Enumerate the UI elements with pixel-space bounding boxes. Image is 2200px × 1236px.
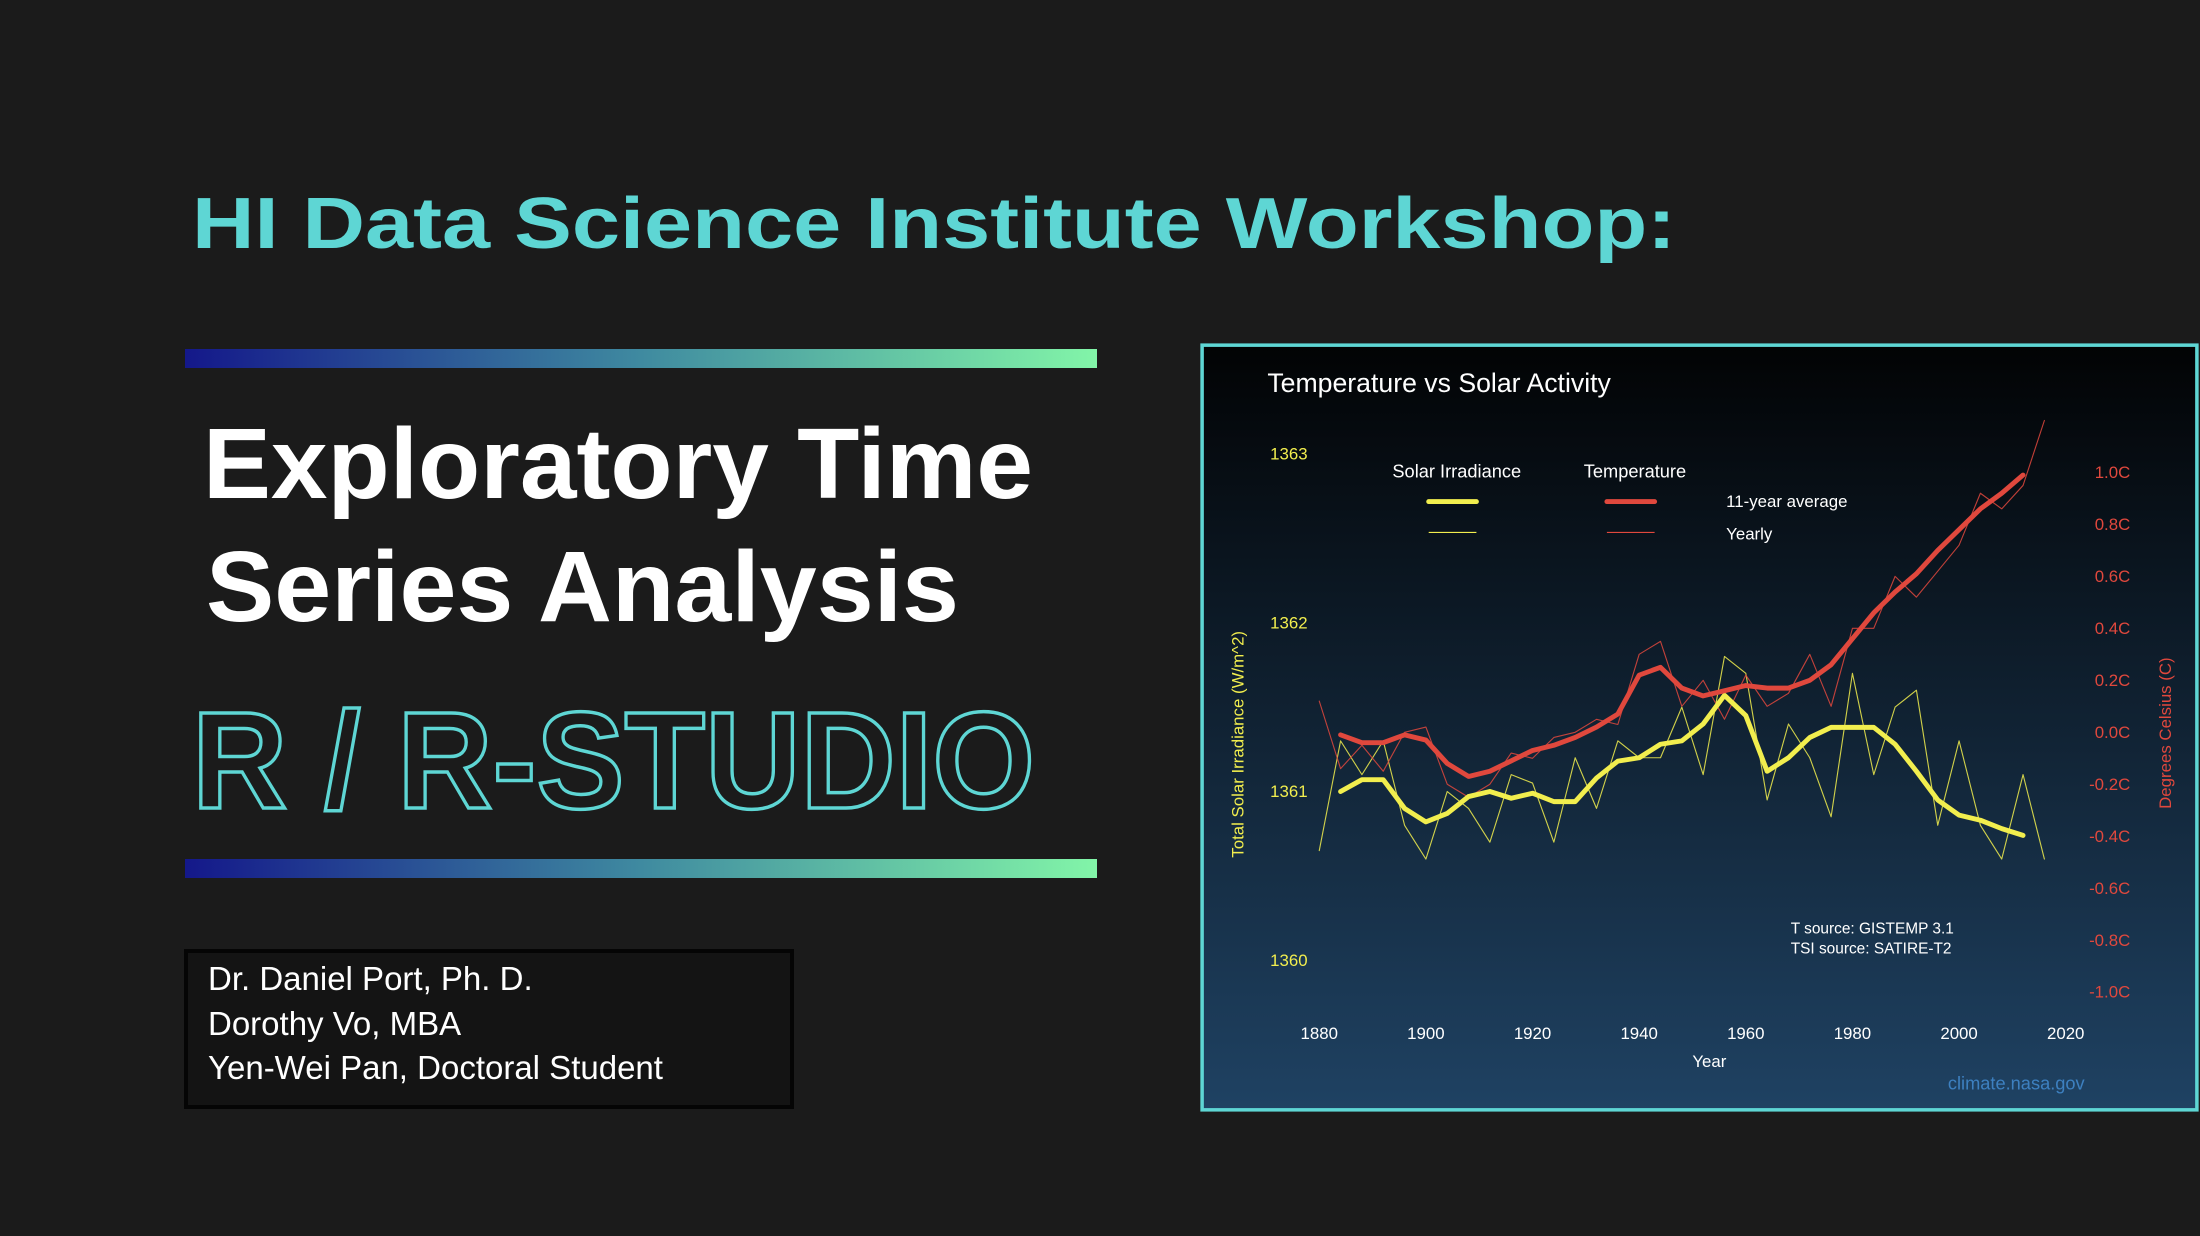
x-tick-label: 1920 [1514, 1024, 1551, 1043]
divider [185, 349, 1097, 368]
y2-tick-label: -0.4C [2089, 827, 2130, 846]
divider [185, 859, 1097, 878]
y2-axis-label: Degrees Celsius (C) [2156, 657, 2175, 809]
y2-tick-label: 0.2C [2095, 671, 2131, 690]
chart-title: Temperature vs Solar Activity [1267, 368, 1611, 398]
x-tick-label: 1900 [1407, 1024, 1444, 1043]
x-tick-label: 1880 [1301, 1024, 1338, 1043]
x-tick-label: 2020 [2047, 1024, 2084, 1043]
y-tick-label: 1362 [1270, 613, 1307, 632]
annotation: T source: GISTEMP 3.1 [1791, 921, 1954, 938]
author: Yen-Wei Pan, Doctoral Student [208, 1049, 663, 1086]
x-tick-label: 1960 [1727, 1024, 1764, 1043]
y2-tick-label: 0.8C [2095, 515, 2131, 534]
legend-label: Temperature [1584, 461, 1686, 482]
credit[interactable]: climate.nasa.gov [1948, 1072, 2086, 1093]
y-tick-label: 1361 [1270, 782, 1307, 801]
y2-tick-label: 0.4C [2095, 619, 2131, 638]
x-tick-label: 2000 [1940, 1024, 1977, 1043]
annotation: TSI source: SATIRE-T2 [1791, 940, 1952, 957]
authors-box [184, 949, 794, 1109]
subtitle-line: Series Analysis [206, 531, 959, 643]
average-line [1338, 692, 2026, 838]
y-tick-label: 1363 [1270, 445, 1307, 464]
legend-row-label: Yearly [1726, 524, 1773, 543]
author: Dr. Daniel Port, Ph. D. [208, 960, 533, 997]
subtitle-line: Exploratory Time [203, 408, 1033, 520]
chart: Temperature vs Solar Activity Year Total… [1200, 343, 2199, 1112]
legend-row-label: 11-year average [1726, 492, 1847, 511]
legend-label: Solar Irradiance [1392, 461, 1521, 482]
y2-tick-label: -0.2C [2089, 775, 2130, 794]
average-line [1338, 472, 2026, 779]
author: Dorothy Vo, MBA [208, 1005, 461, 1042]
y-tick-label: 1360 [1270, 951, 1307, 970]
y2-tick-label: 0.0C [2095, 723, 2131, 742]
x-tick-label: 1940 [1620, 1024, 1657, 1043]
y2-tick-label: -0.6C [2089, 879, 2130, 898]
y2-tick-label: 0.6C [2095, 567, 2131, 586]
tool-heading: R / R-STUDIO [192, 684, 1035, 838]
yearly-line [1318, 419, 2045, 798]
slide-title: HI Data Science Institute Workshop: [192, 184, 1676, 264]
y-axis-label: Total Solar Irradiance (W/m^2) [1228, 631, 1247, 858]
x-tick-label: 1980 [1834, 1024, 1871, 1043]
x-axis-label: Year [1692, 1052, 1726, 1071]
y2-tick-label: 1.0C [2095, 463, 2131, 482]
y2-tick-label: -1.0C [2089, 983, 2130, 1002]
y2-tick-label: -0.8C [2089, 931, 2130, 950]
